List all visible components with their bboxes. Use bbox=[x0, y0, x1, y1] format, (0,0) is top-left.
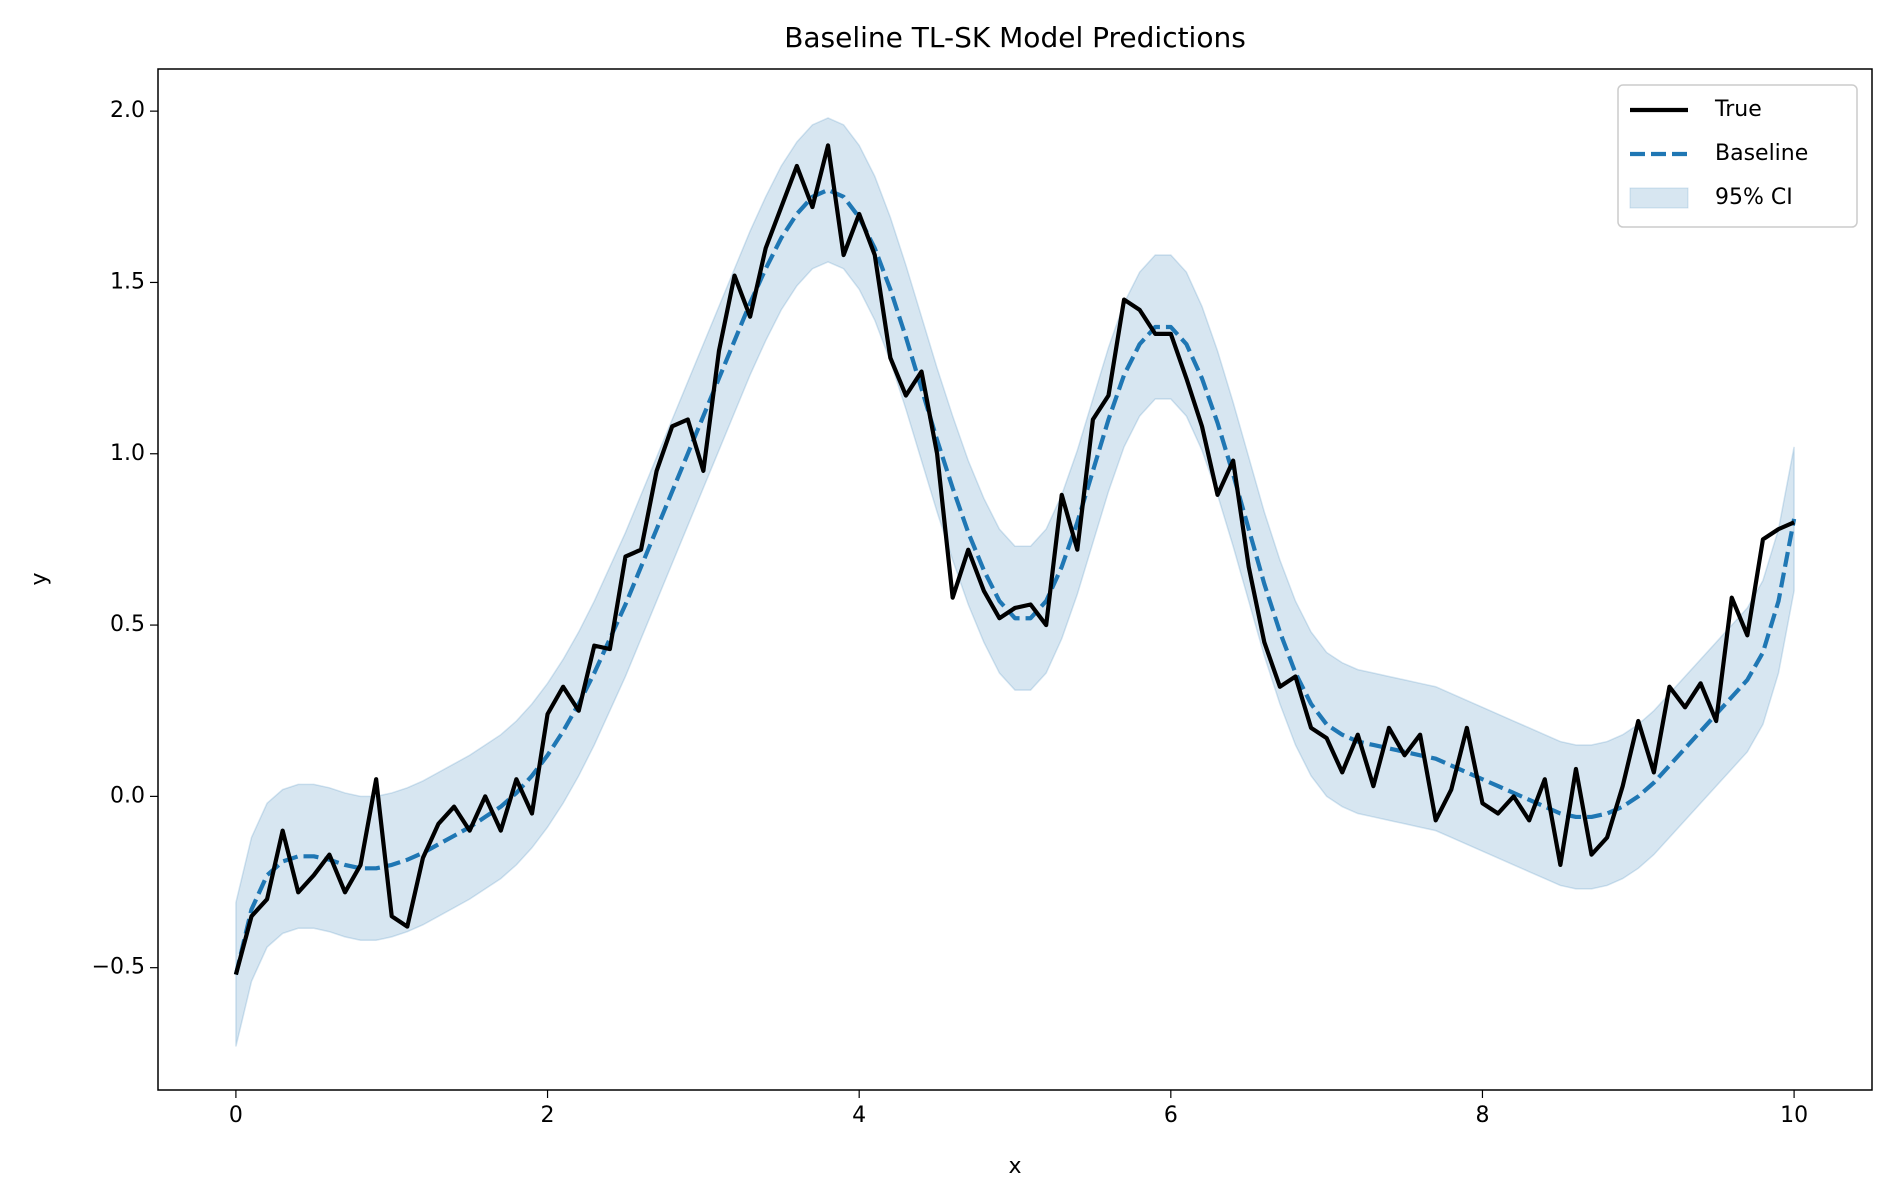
legend-label: 95% CI bbox=[1715, 185, 1793, 210]
y-tick-label: −0.5 bbox=[92, 955, 145, 980]
y-tick-label: 1.0 bbox=[110, 441, 145, 466]
legend-swatch bbox=[1629, 187, 1689, 209]
x-axis-label: x bbox=[1008, 1154, 1021, 1179]
x-tick-label: 8 bbox=[1475, 1103, 1489, 1128]
line bbox=[233, 143, 1795, 976]
ci-band bbox=[235, 117, 1795, 1047]
y-tick-label: 2.0 bbox=[110, 98, 145, 123]
legend-label: True bbox=[1714, 97, 1762, 122]
y-tick-label: 0.5 bbox=[110, 612, 145, 637]
x-tick-label: 10 bbox=[1780, 1103, 1808, 1128]
x-tick-label: 4 bbox=[852, 1103, 866, 1128]
x-tick-label: 0 bbox=[229, 1103, 243, 1128]
legend-label: Baseline bbox=[1715, 141, 1808, 166]
x-tick-label: 2 bbox=[541, 1103, 555, 1128]
chart-title: Baseline TL-SK Model Predictions bbox=[784, 21, 1246, 54]
y-axis-label: y bbox=[27, 572, 52, 585]
plot-frame bbox=[157, 68, 1873, 1091]
y-tick-label: 0.0 bbox=[110, 783, 145, 808]
y-tick-label: 1.5 bbox=[110, 269, 145, 294]
legend-box bbox=[1617, 84, 1858, 228]
x-tick-label: 6 bbox=[1164, 1103, 1178, 1128]
